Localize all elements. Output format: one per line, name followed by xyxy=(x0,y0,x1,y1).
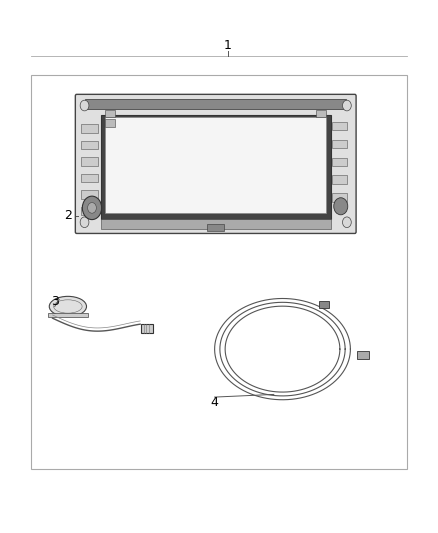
Bar xyxy=(105,117,326,213)
Bar xyxy=(81,141,98,149)
Bar xyxy=(332,122,347,130)
Ellipse shape xyxy=(49,296,86,317)
Bar xyxy=(316,110,326,117)
Bar xyxy=(207,224,224,231)
Bar xyxy=(105,110,115,117)
Circle shape xyxy=(343,100,351,111)
Bar xyxy=(81,157,98,166)
Circle shape xyxy=(80,100,89,111)
Circle shape xyxy=(88,203,96,213)
Bar xyxy=(101,115,331,219)
FancyBboxPatch shape xyxy=(75,94,356,233)
Text: 3: 3 xyxy=(51,295,59,308)
Bar xyxy=(81,190,98,199)
Bar xyxy=(81,207,98,215)
Bar xyxy=(81,174,98,182)
Bar xyxy=(332,158,347,166)
Text: 2: 2 xyxy=(64,209,72,222)
Bar xyxy=(332,175,347,184)
Text: 1: 1 xyxy=(224,39,232,52)
Text: 4: 4 xyxy=(211,396,219,409)
Circle shape xyxy=(334,198,348,215)
Circle shape xyxy=(80,217,89,228)
Bar xyxy=(101,219,331,229)
Bar xyxy=(319,301,329,308)
Bar xyxy=(81,124,98,133)
Bar xyxy=(141,324,153,333)
Circle shape xyxy=(82,196,102,220)
Bar xyxy=(357,351,369,359)
Circle shape xyxy=(343,217,351,228)
Bar xyxy=(332,140,347,148)
Bar xyxy=(31,75,407,469)
Bar xyxy=(105,119,115,127)
Bar xyxy=(85,99,346,109)
Bar xyxy=(332,193,347,202)
Bar xyxy=(48,313,88,317)
